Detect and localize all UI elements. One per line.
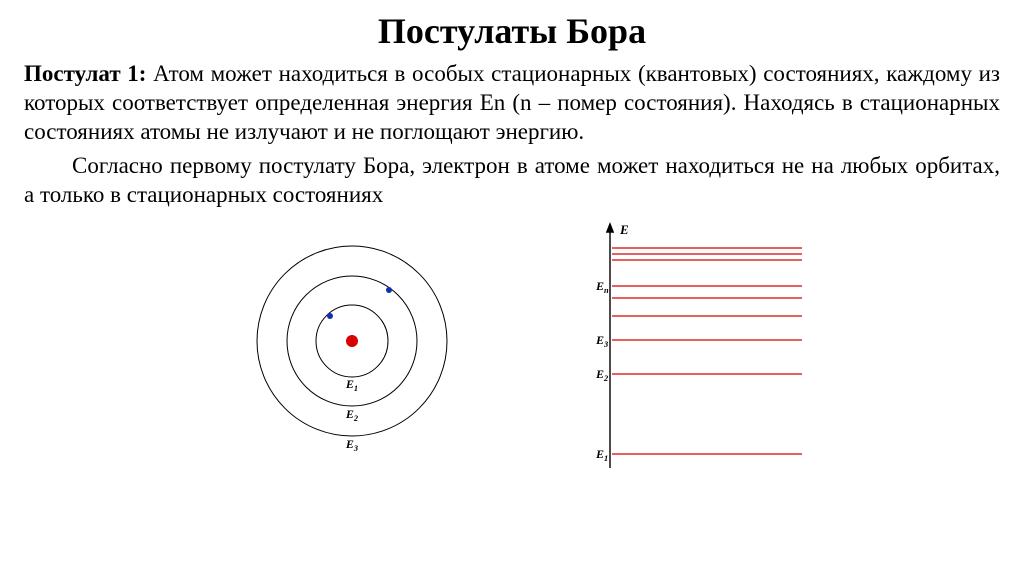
svg-text:E2: E2 <box>595 367 608 383</box>
postulate-1-paragraph: Постулат 1: Атом может находиться в особ… <box>24 60 1000 146</box>
figures-row: E1 E2 E3 E En E3 E2 E1 <box>24 216 1000 476</box>
svg-text:E3: E3 <box>345 437 358 453</box>
explanation-paragraph: Согласно первому постулату Бора, электро… <box>24 152 1000 210</box>
svg-text:E1: E1 <box>595 447 608 463</box>
atom-orbit-diagram: E1 E2 E3 <box>222 216 482 476</box>
svg-text:E3: E3 <box>595 333 608 349</box>
page-title: Постулаты Бора <box>24 10 1000 52</box>
svg-text:En: En <box>595 279 609 295</box>
svg-text:E: E <box>619 222 629 237</box>
svg-text:E1: E1 <box>345 377 358 393</box>
svg-text:E2: E2 <box>345 407 358 423</box>
energy-levels-diagram: E En E3 E2 E1 <box>592 216 802 476</box>
postulate-1-label: Постулат 1: <box>24 61 146 86</box>
postulate-1-text: Атом может находиться в особых стационар… <box>24 61 1000 144</box>
